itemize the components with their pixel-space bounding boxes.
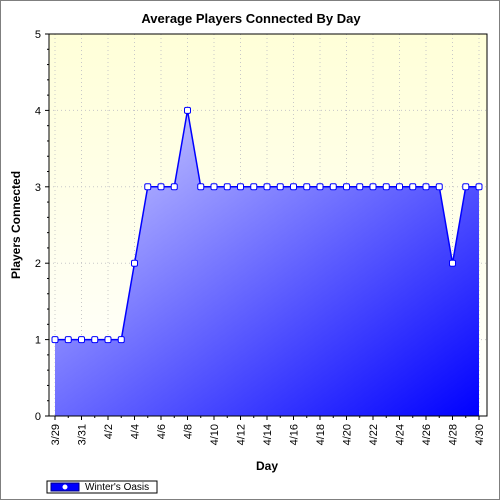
y-axis: 0 1 2 3 4 5 [35, 29, 49, 423]
data-point [409, 183, 417, 191]
x-tick-label: 4/10 [209, 424, 221, 445]
data-point [223, 183, 231, 191]
data-point [329, 183, 337, 191]
data-point [51, 336, 59, 344]
x-axis-title: Day [256, 459, 278, 473]
y-tick-label: 5 [35, 29, 41, 41]
data-point [382, 183, 390, 191]
data-point [197, 183, 205, 191]
data-point [343, 183, 350, 191]
data-point [117, 336, 125, 344]
data-point [422, 183, 430, 191]
data-point [276, 183, 284, 191]
x-tick-label: 4/8 [183, 424, 195, 439]
data-point [449, 259, 456, 267]
data-point [184, 106, 191, 114]
x-axis: 3/29 3/31 4/2 4/4 4/6 4/8 4/10 4/12 4/14 4/16 4/18… [50, 416, 486, 445]
data-point [104, 336, 112, 344]
plot-border [48, 33, 488, 417]
y-tick-label: 1 [35, 335, 41, 347]
data-point [435, 183, 443, 191]
x-tick-label: 4/26 [421, 424, 433, 445]
x-tick-label: 3/29 [50, 424, 62, 445]
data-points [51, 106, 483, 344]
y-tick-label: 2 [35, 258, 41, 270]
data-point [250, 183, 258, 191]
y-tick-label: 3 [35, 182, 41, 194]
data-point [210, 183, 218, 191]
data-point [170, 183, 178, 191]
data-point [131, 259, 138, 267]
data-point [303, 183, 311, 191]
data-point [475, 183, 483, 191]
data-point [64, 336, 72, 344]
legend: Winter's Oasis [46, 480, 158, 494]
data-point [237, 183, 244, 191]
y-axis-title: Players Connected [9, 171, 23, 279]
y-tick-label: 0 [35, 411, 41, 423]
x-tick-label: 4/30 [474, 424, 486, 445]
x-tick-label: 4/12 [236, 424, 248, 445]
data-point [316, 183, 324, 191]
x-tick-label: 4/4 [130, 424, 142, 439]
x-tick-label: 4/28 [448, 424, 460, 445]
legend-marker-icon [61, 483, 69, 491]
x-tick-label: 4/2 [103, 424, 115, 439]
data-point [290, 183, 297, 191]
x-tick-label: 4/16 [289, 424, 301, 445]
data-point [369, 183, 377, 191]
data-point [263, 183, 271, 191]
x-tick-label: 4/20 [342, 424, 354, 445]
x-tick-label: 3/31 [77, 424, 89, 445]
x-tick-label: 4/6 [156, 424, 168, 439]
x-tick-label: 4/18 [315, 424, 327, 445]
data-point [462, 183, 470, 191]
legend-series-name: Winter's Oasis [85, 482, 149, 493]
data-point [144, 183, 152, 191]
data-point [157, 183, 165, 191]
x-tick-label: 4/24 [395, 424, 407, 445]
data-point [78, 336, 85, 344]
data-point [396, 183, 403, 191]
data-point [356, 183, 364, 191]
data-point [91, 336, 99, 344]
y-tick-label: 4 [35, 105, 41, 117]
x-tick-label: 4/14 [262, 424, 274, 445]
chart-title: Average Players Connected By Day [141, 11, 361, 26]
x-tick-label: 4/22 [368, 424, 380, 445]
